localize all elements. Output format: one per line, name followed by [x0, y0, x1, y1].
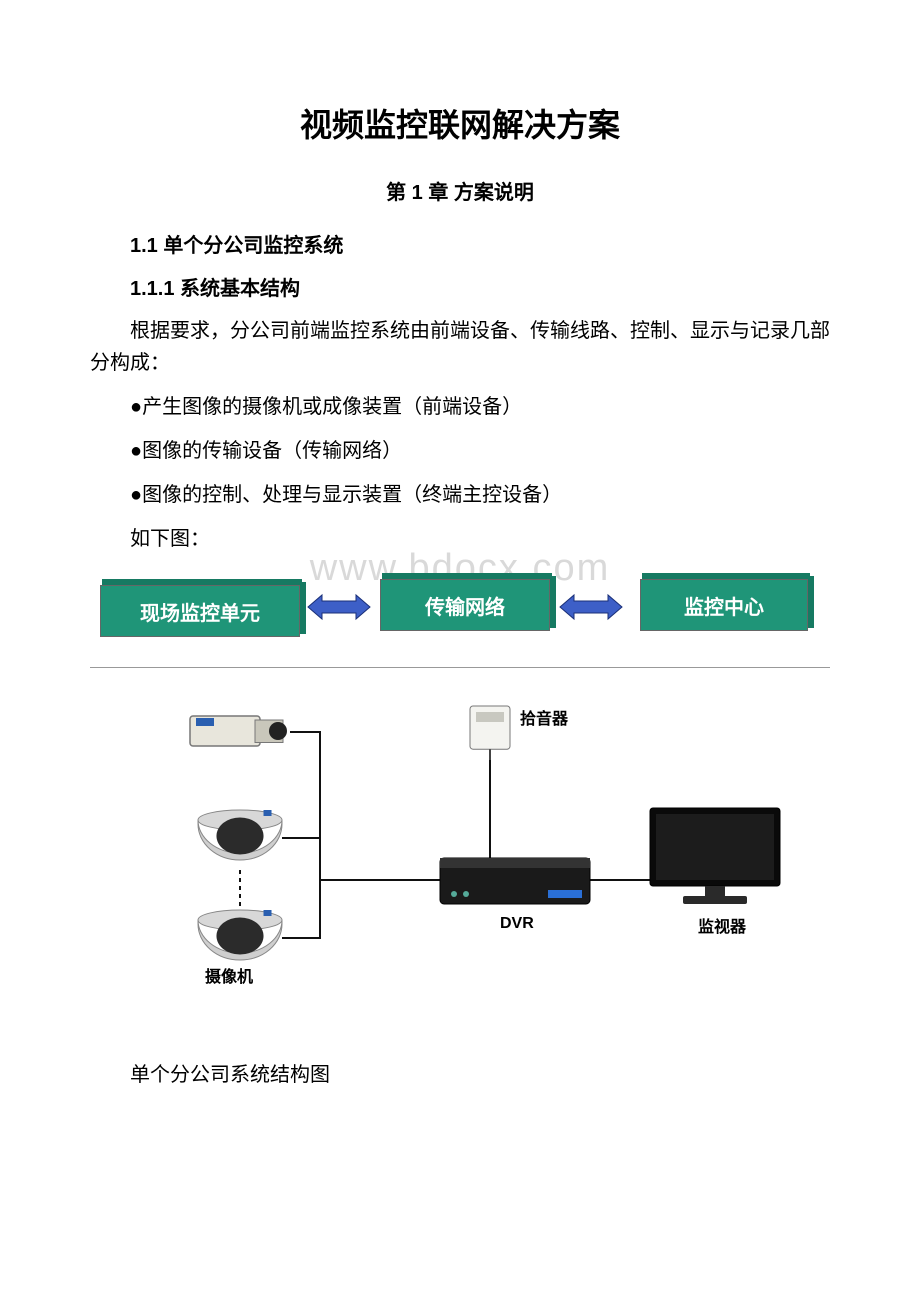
flow-arrow — [560, 595, 622, 619]
node-mon: 监视器 — [650, 808, 780, 936]
flow-arrow — [308, 595, 370, 619]
flow-diagram: www.bdocx.com 现场监控单元传输网络监控中心 — [90, 575, 830, 645]
node-cam1 — [190, 716, 287, 746]
page-title: 视频监控联网解决方案 — [90, 100, 830, 146]
bullet-2: ●图像的传输设备（传输网络） — [130, 435, 830, 467]
equipment-svg: 拾音器 DVR 监视器摄像机 — [150, 698, 790, 1018]
divider — [90, 667, 830, 668]
edge — [282, 880, 320, 938]
node-dvr: DVR — [440, 858, 590, 932]
bullet-3: ●图像的控制、处理与显示装置（终端主控设备） — [130, 479, 830, 511]
node-label-mon: 监视器 — [698, 917, 747, 936]
paragraph-intro: 根据要求，分公司前端监控系统由前端设备、传输线路、控制、显示与记录几部分构成： — [90, 315, 830, 379]
flow-box-n2: 传输网络 — [380, 579, 550, 631]
paragraph-seefig: 如下图： — [130, 523, 830, 555]
flow-box-n3: 监控中心 — [640, 579, 808, 631]
node-label-dvr: DVR — [500, 915, 534, 932]
node-cam3 — [198, 910, 282, 960]
heading-1-1-1: 1.1.1 系统基本结构 — [130, 272, 830, 301]
camera-group-label: 摄像机 — [205, 967, 253, 986]
bullet-1: ●产生图像的摄像机或成像装置（前端设备） — [130, 391, 830, 423]
node-mic: 拾音器 — [470, 706, 569, 760]
node-label-mic: 拾音器 — [520, 709, 569, 728]
flow-box-n1: 现场监控单元 — [100, 585, 300, 637]
chapter-heading: 第 1 章 方案说明 — [90, 176, 830, 205]
edge — [290, 732, 440, 880]
figure-caption: 单个分公司系统结构图 — [130, 1058, 830, 1087]
node-cam2 — [198, 810, 282, 860]
equipment-diagram: 拾音器 DVR 监视器摄像机 — [150, 698, 790, 1018]
heading-1-1: 1.1 单个分公司监控系统 — [130, 229, 830, 258]
